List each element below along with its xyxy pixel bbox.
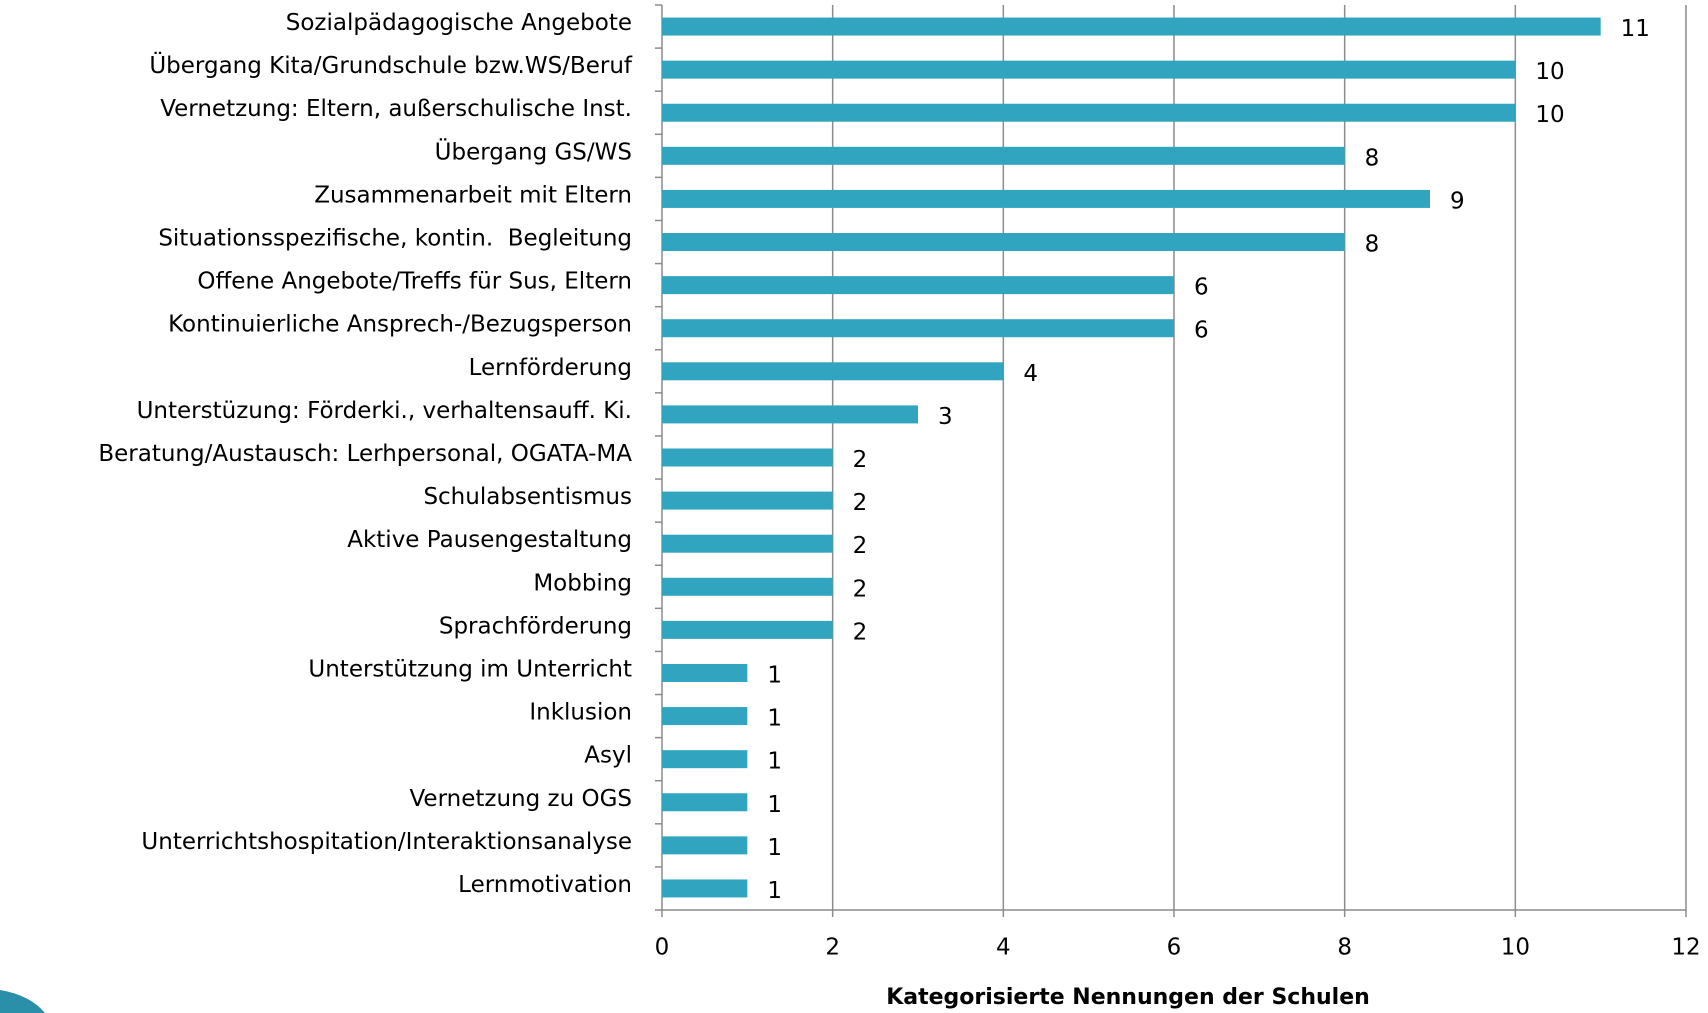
y-tick-label: Beratung/Austausch: Lerhpersonal, OGATA-…: [98, 441, 632, 467]
y-tick-label: Unterrichtshospitation/Interaktionsanaly…: [141, 829, 632, 855]
x-tick-label: 8: [1337, 935, 1352, 961]
value-label: 1: [767, 662, 782, 688]
value-label: 2: [853, 576, 868, 602]
x-tick-label: 6: [1167, 935, 1182, 961]
bar: [662, 620, 833, 639]
value-label: 2: [853, 619, 868, 645]
y-tick-label: Lernförderung: [469, 355, 632, 381]
y-tick-label: Aktive Pausengestaltung: [347, 527, 632, 553]
y-tick-label: Asyl: [584, 743, 632, 769]
decoration: [0, 990, 45, 1013]
value-label: 10: [1535, 102, 1564, 128]
value-label: 4: [1023, 361, 1038, 387]
bar: [662, 577, 833, 596]
value-label: 2: [853, 533, 868, 559]
bar: [662, 362, 1004, 381]
bar: [662, 103, 1516, 122]
bar: [662, 534, 833, 553]
value-label: 2: [853, 447, 868, 473]
value-label: 11: [1621, 16, 1650, 42]
bar: [662, 707, 748, 726]
bar: [662, 405, 918, 424]
bar: [662, 17, 1601, 36]
x-tick-label: 10: [1501, 935, 1530, 961]
value-label: 9: [1450, 188, 1465, 214]
bar: [662, 189, 1430, 208]
bar: [662, 60, 1516, 79]
y-tick-label: Unterstüzung: Förderki., verhaltensauff.…: [137, 398, 632, 424]
y-tick-label: Schulabsentismus: [423, 484, 632, 510]
y-tick-label: Mobbing: [533, 570, 632, 596]
bar: [662, 879, 748, 898]
y-tick-label: Sprachförderung: [439, 613, 632, 639]
bar: [662, 448, 833, 467]
bar: [662, 793, 748, 812]
y-tick-label: Übergang GS/WS: [435, 137, 632, 165]
value-label: 3: [938, 404, 953, 430]
bar: [662, 836, 748, 855]
x-tick-label: 0: [655, 935, 670, 961]
y-tick-label: Unterstützung im Unterricht: [308, 656, 632, 682]
y-tick-label: Sozialpädagogische Angebote: [286, 10, 632, 36]
y-tick-label: Übergang Kita/Grundschule bzw.WS/Beruf: [149, 51, 633, 79]
value-label: 1: [767, 749, 782, 775]
value-label: 1: [767, 706, 782, 732]
y-tick-label: Inklusion: [529, 700, 632, 726]
y-tick-label: Kontinuierliche Ansprech-/Bezugsperson: [168, 312, 632, 338]
bar: [662, 750, 748, 769]
value-label: 1: [767, 835, 782, 861]
value-label: 1: [767, 792, 782, 818]
bar: [662, 233, 1345, 252]
value-label: 1: [767, 878, 782, 904]
x-axis-title: Kategorisierte Nennungen der Schulen: [886, 985, 1370, 1010]
bar: [662, 319, 1174, 338]
bar: [662, 146, 1345, 165]
x-tick-label: 2: [825, 935, 840, 961]
value-label: 8: [1365, 232, 1380, 258]
y-tick-label: Lernmotivation: [458, 872, 632, 898]
y-tick-label: Offene Angebote/Treffs für Sus, Eltern: [197, 269, 632, 295]
y-tick-label: Vernetzung: Eltern, außerschulische Inst…: [160, 96, 632, 122]
value-label: 6: [1194, 318, 1209, 344]
bar: [662, 276, 1174, 295]
y-tick-label: Zusammenarbeit mit Eltern: [314, 182, 632, 208]
bar: [662, 491, 833, 510]
value-label: 6: [1194, 275, 1209, 301]
value-label: 10: [1535, 59, 1564, 85]
value-label: 2: [853, 490, 868, 516]
y-tick-label: Vernetzung zu OGS: [409, 786, 632, 812]
value-label: 8: [1365, 145, 1380, 171]
x-tick-label: 4: [996, 935, 1011, 961]
y-tick-label: Situationsspezifische, kontin. Begleitun…: [158, 226, 632, 252]
bar: [662, 663, 748, 682]
x-tick-label: 12: [1671, 935, 1700, 961]
